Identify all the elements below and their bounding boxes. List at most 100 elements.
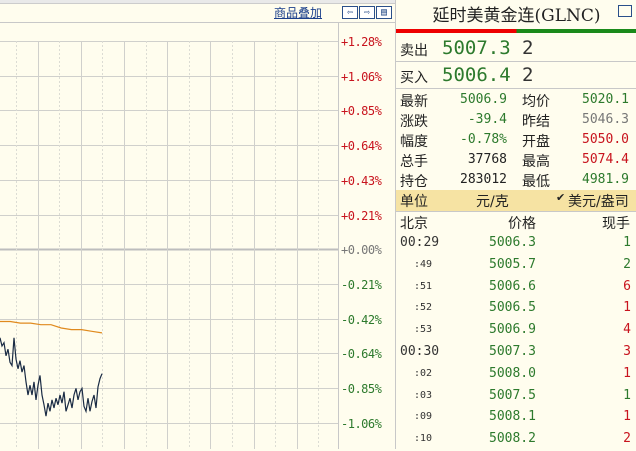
arrow-right-icon[interactable]: ⇨ [359,6,375,19]
tick-row: :02 5008.0 1 [396,364,636,386]
y-axis-label: +1.06% [341,69,382,84]
unit-row: 单位 元/克 ✔ 美元/盎司 [396,190,636,211]
tick-volume: 1 [623,387,631,403]
stat-label: 幅度 [400,134,428,150]
layout-icon[interactable]: ▤ [376,6,392,19]
price-header: 价格 [508,216,536,232]
tick-row: 00:30 5007.3 3 [396,342,636,364]
tick-price: 5008.1 [489,409,536,425]
tick-price: 5006.3 [489,235,536,250]
tick-time: :10 [414,433,433,445]
stat-label: 持仓 [400,174,428,190]
stat-row: 涨跌 -39.4 昨结 5046.3 [396,110,636,130]
buy-price: 5006.4 [442,64,511,86]
tick-time: :49 [414,258,433,270]
y-axis-label: -1.06% [341,416,382,431]
y-axis-label: -0.64% [341,347,382,362]
stat-row: 幅度 -0.78% 开盘 5050.0 [396,130,636,150]
tick-time: :02 [414,367,433,379]
stat-value: -39.4 [467,112,507,127]
chart-header [0,4,395,23]
instrument-title: 延时美黄金连(GLNC) [432,6,601,26]
unit-option-ounce[interactable]: 美元/盎司 [568,194,629,210]
tick-time: :03 [414,389,433,401]
tick-price: 5008.2 [489,431,536,447]
tick-time: 00:29 [400,235,440,250]
stat-value: 4981.9 [582,172,629,187]
tick-row: :03 5007.5 1 [396,386,636,408]
stat-label: 最新 [400,94,428,110]
tick-row: :10 5008.2 2 [396,429,636,451]
stat-label: 均价 [522,94,550,110]
sell-label: 卖出 [400,43,428,59]
stat-label: 总手 [400,154,428,170]
y-axis-label: -0.21% [341,277,382,292]
axis-divider [338,23,339,449]
maximize-icon[interactable] [618,5,632,17]
tick-volume: 1 [623,235,631,250]
buy-label: 买入 [400,70,428,86]
buy-volume: 2 [522,64,534,86]
average-price-line [0,320,103,334]
stat-value: 37768 [467,152,507,167]
time-header: 北京 [400,216,428,232]
quote-panel: 延时美黄金连(GLNC) 卖出 5007.3 2 买入 5006.4 2 最新 … [395,0,636,449]
tick-row: :52 5006.5 1 [396,298,636,320]
tick-row: 00:29 5006.3 1 [396,233,636,255]
y-axis-label: +0.43% [341,173,382,188]
stat-value: 5050.0 [582,132,629,147]
tick-volume: 1 [623,409,631,425]
stat-row: 最新 5006.9 均价 5020.1 [396,90,636,110]
stat-value: 283012 [460,172,507,187]
y-axis-label: +0.21% [341,208,382,223]
unit-option-gram[interactable]: 元/克 [476,194,509,210]
buy-sell-ratio-bar [396,29,636,33]
tick-time: :52 [414,302,433,314]
y-axis-label: +0.64% [341,139,382,154]
y-axis-label: -0.85% [341,382,382,396]
tick-row: :09 5008.1 1 [396,407,636,429]
tick-row: :53 5006.9 4 [396,320,636,342]
tick-volume: 2 [623,256,631,272]
stat-label: 最高 [522,154,550,170]
intraday-chart [0,41,338,449]
stat-label: 涨跌 [400,114,428,130]
unit-label: 单位 [400,194,428,210]
tick-price: 5005.7 [489,256,536,272]
stat-label: 昨结 [522,114,550,130]
tick-volume: 4 [623,322,631,338]
ticks-header: 北京 价格 现手 [396,212,636,232]
tick-price: 5007.3 [489,344,536,359]
top-strip [0,0,395,4]
overlay-commodity-link[interactable]: 商品叠加 [274,6,323,20]
tick-row: :51 5006.6 6 [396,277,636,299]
tick-time: :09 [414,411,433,423]
tick-price: 5007.5 [489,387,536,403]
tick-volume: 3 [623,344,631,359]
tick-price: 5008.0 [489,365,536,381]
stat-label: 开盘 [522,134,550,150]
stat-label: 最低 [522,174,550,190]
tick-price: 5006.6 [489,278,536,294]
tick-volume: 1 [623,300,631,316]
stat-row: 持仓 283012 最低 4981.9 [396,170,636,190]
tick-price: 5006.9 [489,322,536,338]
sell-volume: 2 [522,37,534,59]
tick-price: 5006.5 [489,300,536,316]
tick-time: :51 [414,280,433,292]
sell-price: 5007.3 [442,37,511,59]
tick-time: :53 [414,324,433,336]
stat-value: 5006.9 [460,92,507,107]
tick-volume: 6 [623,278,631,294]
volume-header: 现手 [602,216,630,232]
stat-value: -0.78% [460,132,507,147]
arrow-left-icon[interactable]: ⇦ [342,6,358,19]
y-axis-label: +1.28% [341,35,382,49]
tick-row: :49 5005.7 2 [396,255,636,277]
tick-volume: 1 [623,365,631,381]
tick-time: 00:30 [400,344,440,359]
buy-row: 买入 5006.4 2 [396,63,636,89]
y-axis-label: +0.85% [341,104,382,119]
y-axis-label: +0.00% [341,243,382,258]
sell-row: 卖出 5007.3 2 [396,36,636,62]
